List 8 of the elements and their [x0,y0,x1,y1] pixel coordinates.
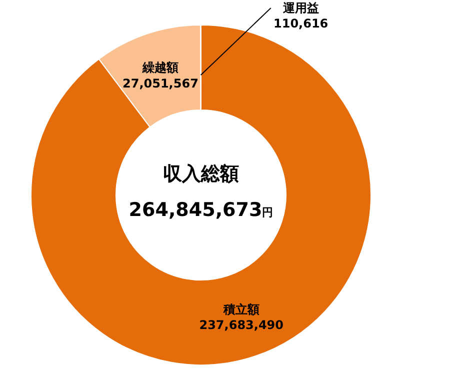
slice-label: 積立額 [222,302,260,317]
text: 収入総額 [163,163,239,185]
text: 264,845,673円 [128,199,274,221]
slice-label: 繰越額 [141,60,178,75]
data-label: 110,616 [274,16,328,31]
data-label: 237,683,490 [199,318,284,332]
slice-label: 運用益 [282,1,319,15]
data-label: 27,051,567 [122,76,198,90]
